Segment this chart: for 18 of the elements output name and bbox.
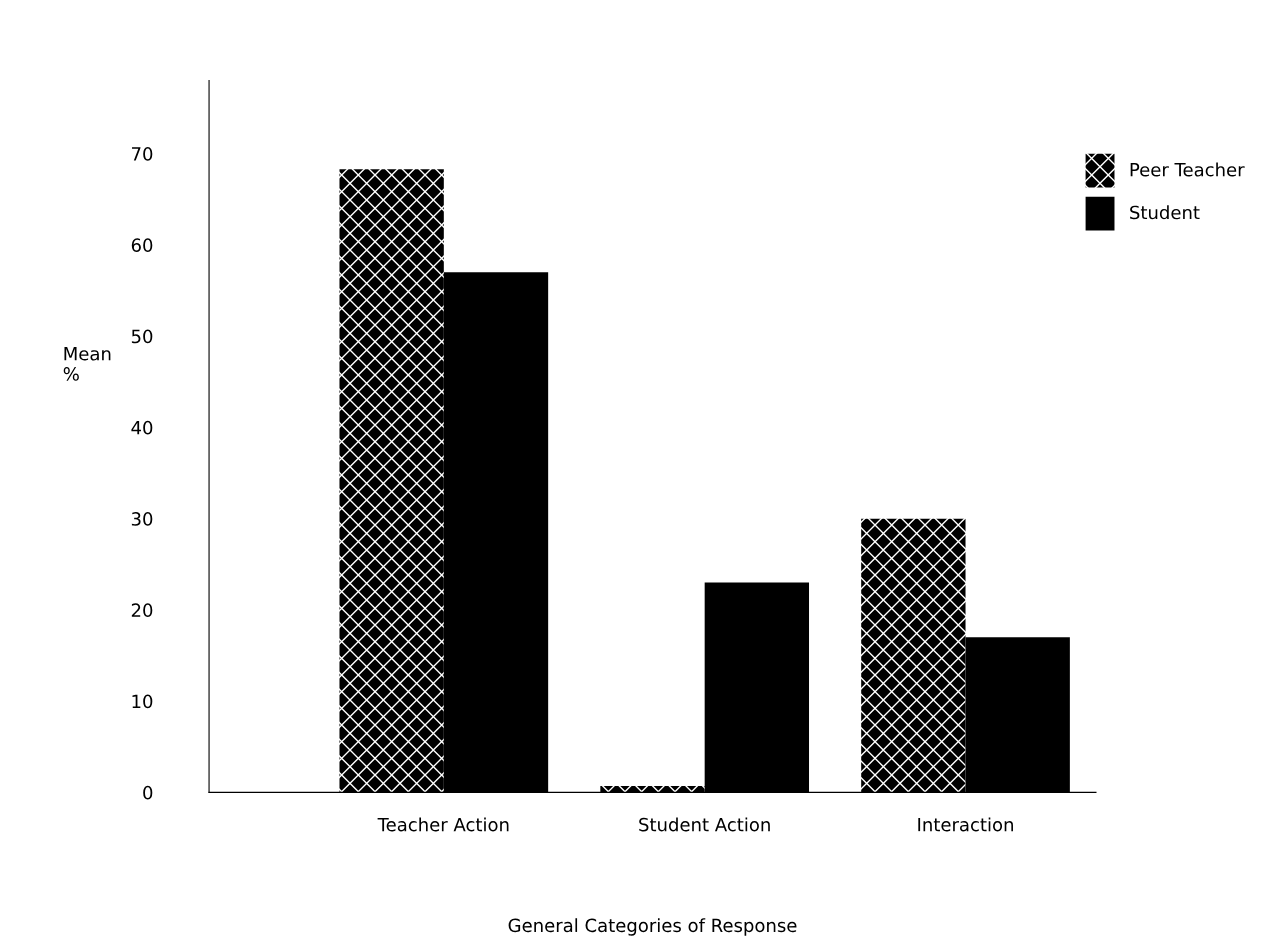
- y-tick-label: 30: [131, 512, 153, 526]
- y-tick-label: 20: [131, 603, 153, 618]
- y-tick-label: 40: [131, 420, 153, 435]
- legend-label: Student: [1130, 205, 1200, 220]
- bar: [861, 518, 966, 793]
- x-axis-title: General Categories of Response: [508, 918, 797, 936]
- y-tick-label: 70: [132, 147, 153, 161]
- y-tick-label: 50: [131, 329, 153, 344]
- y-tick-label: 60: [131, 238, 153, 253]
- y-tick-label: 0: [143, 785, 153, 800]
- bar: [600, 786, 705, 793]
- bar: [339, 169, 444, 793]
- x-tick-label: Interaction: [918, 817, 1013, 832]
- y-axis-title: Mean %: [63, 347, 111, 381]
- x-tick-label: Student Action: [639, 817, 770, 832]
- legend-label: Peer Teacher: [1130, 162, 1245, 177]
- y-tick-label: 10: [132, 694, 153, 709]
- x-tick-label: Teacher Action: [377, 817, 509, 832]
